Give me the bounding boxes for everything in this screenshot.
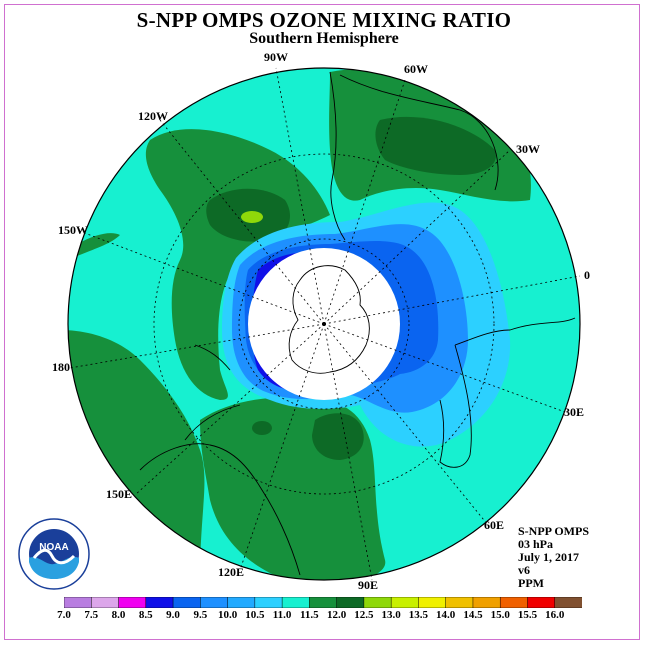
colorbar-swatch [390, 597, 420, 608]
colorbar-label: 7.0 [57, 609, 71, 621]
colorbar-swatch [172, 597, 202, 608]
map-title: S-NPP OMPS OZONE MIXING RATIO [136, 8, 512, 32]
field-dark-green-spot [252, 421, 272, 435]
field-dark-green-right [375, 116, 496, 175]
colorbar-label: 9.0 [166, 609, 180, 621]
field-yellowgreen-spot [241, 211, 263, 223]
lon-label-60w: 60W [404, 62, 428, 76]
meridian-90w [275, 67, 325, 325]
meridian-60e [323, 323, 489, 526]
colorbar-label: 12.5 [354, 609, 374, 621]
colorbar-swatch [363, 597, 392, 608]
info-units: PPM [518, 576, 544, 590]
colorbar-label: 11.5 [300, 609, 319, 621]
colorbar-swatch [254, 597, 283, 608]
colorbar-label: 14.5 [463, 609, 483, 621]
info-instrument: S-NPP OMPS [518, 524, 589, 538]
noaa-logo: NOAA [18, 518, 90, 590]
colorbar-swatch [499, 597, 529, 608]
colorbar-swatch [445, 597, 474, 608]
colorbar-swatch [118, 597, 147, 608]
meridian-120w [159, 119, 325, 325]
colorbar-swatch [200, 597, 229, 608]
lon-label-150e: 150E [106, 487, 133, 501]
colorbar-swatch [227, 597, 256, 608]
lon-label-150w: 150W [58, 223, 88, 237]
lon-label-120w: 120W [138, 109, 168, 123]
colorbar-swatch [554, 597, 582, 608]
lon-label-120e: 120E [218, 565, 245, 579]
graticule [69, 67, 581, 581]
colorbar-label: 11.0 [272, 609, 292, 621]
field-dark-green-bottom [312, 413, 364, 460]
colorbar-label: 8.0 [111, 609, 126, 621]
colorbar-label: 15.0 [490, 609, 510, 621]
colorbar-swatch [472, 597, 501, 608]
colorbar-label: 16.0 [545, 609, 565, 621]
colorbar-label: 14.0 [436, 609, 456, 621]
info-level: 03 hPa [518, 537, 554, 551]
lon-label-60e: 60E [484, 518, 505, 532]
lon-label-180: 180 [52, 360, 70, 374]
field-green-left-arm [68, 233, 120, 260]
colorbar-swatch [91, 597, 120, 608]
info-block: S-NPP OMPS 03 hPa July 1, 2017 v6 PPM [518, 525, 589, 590]
colorbar-swatch [281, 597, 311, 608]
map-border [67, 67, 581, 581]
meridian-150w [81, 231, 325, 325]
colorbar-label: 15.5 [517, 609, 538, 621]
colorbar-label: 10.5 [245, 609, 265, 621]
latitude-ring-1 [238, 238, 410, 410]
colorbar-swatch [527, 597, 556, 608]
info-version: v6 [518, 563, 530, 577]
map-subtitle: Southern Hemisphere [249, 30, 399, 47]
meridian-90e [323, 323, 373, 581]
colorbar-label: 10.0 [217, 609, 238, 621]
noaa-logo-text: NOAA [39, 542, 68, 553]
info-date: July 1, 2017 [518, 550, 580, 564]
lon-label-30e: 30E [564, 405, 585, 419]
colorbar-swatch [145, 597, 174, 608]
colorbar-label: 7.5 [84, 609, 99, 621]
lon-label-30w: 30W [516, 142, 540, 156]
colorbar [64, 597, 582, 608]
colorbar-swatch [64, 597, 93, 608]
lon-label-90e: 90E [358, 578, 379, 592]
colorbar-label: 13.5 [408, 609, 429, 621]
meridian-0 [323, 275, 581, 325]
lon-label-90w: 90W [264, 50, 288, 64]
colorbar-label: 13.0 [381, 609, 401, 621]
outer-frame [4, 4, 640, 640]
colorbar-swatch [309, 597, 338, 608]
colorbar-swatch [418, 597, 447, 608]
colorbar-swatch [336, 597, 365, 608]
south-pole-dot [322, 322, 326, 326]
colorbar-label: 9.5 [193, 609, 208, 621]
coastlines [139, 71, 576, 576]
field-green-left [145, 129, 330, 400]
latitude-ring-2 [153, 153, 495, 495]
lon-label-0: 0 [584, 268, 590, 282]
colorbar-label: 8.5 [138, 609, 153, 621]
meridian-120e [239, 323, 325, 571]
colorbar-label: 12.0 [327, 609, 347, 621]
